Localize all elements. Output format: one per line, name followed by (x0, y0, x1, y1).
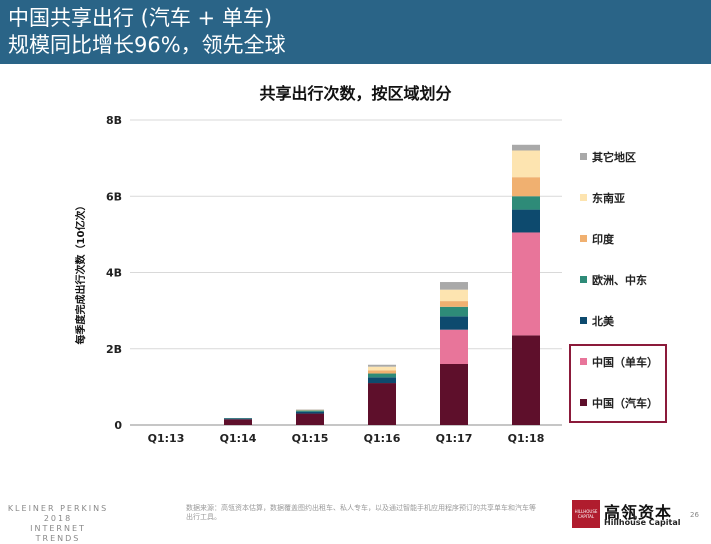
bar-segment (224, 419, 252, 425)
kpcb-brand: KLEINER PERKINS 2018 INTERNET TRENDS (6, 504, 110, 544)
bar-segment (224, 419, 252, 420)
legend-swatch (580, 235, 587, 242)
bar-segment (368, 377, 396, 383)
legend-label: 其它地区 (592, 150, 636, 164)
bar-segment (368, 370, 396, 373)
legend-label: 中国（汽车） (592, 396, 658, 410)
bar-segment (296, 414, 324, 425)
y-tick-label: 4B (106, 267, 122, 280)
bar-segment (368, 374, 396, 378)
y-axis-label: 每季度完成出行次数（10亿次） (74, 201, 87, 345)
bar-segment (512, 210, 540, 233)
legend-swatch (580, 317, 587, 324)
bar-segment (368, 367, 396, 371)
y-tick-label: 2B (106, 343, 122, 356)
x-tick-label: Q1:18 (508, 432, 545, 445)
legend-label: 东南亚 (592, 191, 625, 205)
bar-segment (440, 282, 468, 290)
bar-segment (368, 365, 396, 367)
bar-segment (440, 316, 468, 329)
bar-segment (440, 330, 468, 364)
bar-segment (512, 151, 540, 178)
bar-segment (440, 301, 468, 307)
brand-line3: INTERNET TRENDS (6, 524, 110, 544)
brand-line2: 2018 (6, 514, 110, 524)
bar-segment (512, 196, 540, 209)
legend-swatch (580, 153, 587, 160)
y-tick-label: 0 (114, 419, 122, 432)
legend-label: 印度 (592, 232, 615, 246)
hillhouse-logo: HILLHOUSE CAPITAL (572, 500, 600, 528)
data-source-note: 数据来源：高瓴资本估算，数据覆盖图约出租车、私人专车，以及通过智能手机应用程序预… (186, 504, 538, 522)
bar-segment (440, 307, 468, 317)
page-number: 26 (690, 511, 699, 519)
legend-swatch (580, 194, 587, 201)
x-tick-label: Q1:16 (364, 432, 401, 445)
hillhouse-subtitle: Hillhouse Capital (604, 518, 680, 527)
bar-segment (512, 335, 540, 425)
legend-swatch (580, 358, 587, 365)
legend-swatch (580, 399, 587, 406)
legend-label: 中国（单车） (592, 355, 658, 369)
y-tick-label: 8B (106, 114, 122, 127)
legend-label: 北美 (592, 314, 615, 328)
bar-segment (512, 145, 540, 151)
bar-segment (296, 412, 324, 414)
x-tick-label: Q1:13 (148, 432, 185, 445)
bar-segment (512, 177, 540, 196)
x-tick-label: Q1:15 (292, 432, 329, 445)
bar-segment (296, 411, 324, 412)
x-tick-label: Q1:14 (220, 432, 257, 445)
bar-segment (440, 290, 468, 301)
legend-swatch (580, 276, 587, 283)
y-tick-label: 6B (106, 190, 122, 203)
bar-segment (368, 383, 396, 425)
legend-label: 欧洲、中东 (592, 273, 647, 287)
bar-segment (440, 364, 468, 425)
x-tick-label: Q1:17 (436, 432, 473, 445)
bar-segment (512, 232, 540, 335)
brand-line1: KLEINER PERKINS (6, 504, 110, 514)
